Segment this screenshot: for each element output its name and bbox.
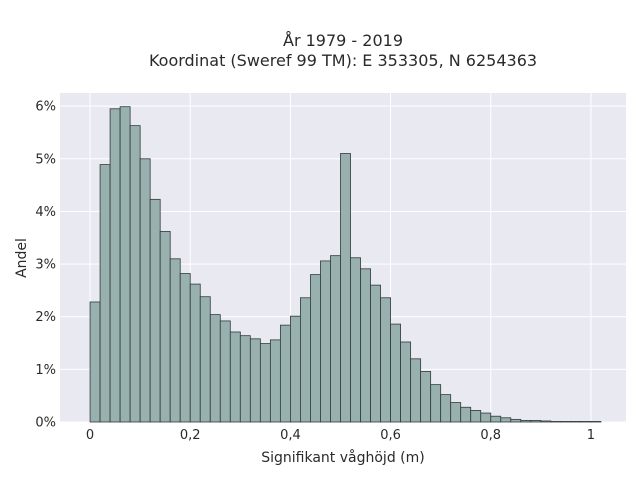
y-tick-label-6: 6%	[35, 100, 56, 115]
histogram-bar-47	[560, 421, 572, 423]
histogram-bar-1	[99, 164, 111, 423]
histogram-bar-30	[390, 323, 402, 423]
histogram-bar-34	[430, 384, 442, 423]
histogram-bar-4	[129, 125, 141, 423]
histogram-bar-28	[370, 284, 381, 423]
histogram-bar-18	[269, 339, 281, 423]
histogram-bar-41	[500, 417, 512, 423]
histogram-bar-6	[149, 198, 161, 423]
y-tick-label-4: 4%	[35, 205, 56, 220]
histogram-bar-21	[300, 297, 311, 423]
histogram-bar-19	[279, 324, 291, 423]
y-tick-label-5: 5%	[35, 152, 56, 167]
histogram-bar-44	[530, 420, 542, 423]
histogram-bar-35	[440, 394, 452, 423]
histogram-bar-26	[350, 257, 361, 423]
histogram-bar-33	[420, 371, 432, 423]
histogram-bar-0	[89, 301, 101, 423]
histogram-bar-13	[219, 320, 231, 423]
histogram-bar-31	[400, 341, 412, 423]
histogram-bar-8	[169, 258, 181, 423]
x-axis-label: Signifikant våghöjd (m)	[261, 449, 424, 466]
histogram-bar-15	[239, 335, 251, 423]
histogram-bar-46	[550, 421, 562, 423]
histogram-bar-29	[380, 297, 391, 423]
y-tick-label-1: 1%	[35, 363, 56, 378]
y-tick-label-0: 0%	[35, 416, 56, 431]
histogram-bar-40	[490, 415, 502, 423]
histogram-bar-39	[480, 412, 492, 423]
histogram-bar-38	[470, 410, 482, 423]
histogram-bar-9	[179, 273, 191, 423]
histogram-bar-25	[340, 153, 351, 423]
x-tick-label-0: 0	[86, 428, 94, 443]
histogram-bar-12	[209, 314, 221, 423]
x-tick-label-3: 0,6	[380, 428, 401, 443]
y-tick-label-3: 3%	[35, 258, 56, 273]
histogram-bar-10	[189, 283, 201, 423]
x-axis-ticks: 0 0,2 0,4 0,6 0,8 1	[86, 428, 595, 443]
histogram-bar-48	[570, 421, 582, 423]
histogram-bar-45	[540, 420, 552, 423]
x-tick-label-4: 0,8	[480, 428, 501, 443]
x-tick-label-5: 1	[587, 428, 595, 443]
histogram-bar-42	[510, 418, 522, 423]
histogram-bar-43	[520, 420, 532, 423]
histogram-bar-11	[199, 296, 211, 423]
histogram-bar-36	[450, 402, 462, 423]
histogram-bar-3	[119, 106, 131, 423]
histogram-bar-24	[330, 255, 341, 423]
histogram-bar-7	[159, 231, 171, 423]
chart-title-line1: År 1979 - 2019	[283, 31, 403, 50]
x-tick-label-2: 0,4	[280, 428, 301, 443]
histogram-bar-17	[259, 343, 271, 423]
y-tick-label-2: 2%	[35, 310, 56, 325]
histogram-bar-14	[229, 331, 241, 423]
chart-title-line2: Koordinat (Sweref 99 TM): E 353305, N 62…	[149, 51, 537, 70]
x-tick-label-1: 0,2	[180, 428, 201, 443]
bars-group	[89, 106, 602, 423]
histogram-bar-49	[580, 421, 592, 423]
histogram-bar-20	[290, 315, 301, 423]
histogram-bar-32	[410, 358, 422, 423]
y-axis-label: Andel	[14, 238, 30, 278]
histogram-bar-23	[320, 260, 331, 423]
histogram-bar-2	[109, 108, 121, 423]
y-axis-ticks: 0% 1% 2% 3% 4% 5% 6%	[35, 100, 56, 431]
histogram-bar-50	[590, 421, 602, 423]
histogram-bar-37	[460, 406, 472, 423]
histogram-bar-27	[360, 268, 371, 423]
histogram-bar-5	[139, 158, 151, 423]
histogram-bar-22	[310, 274, 321, 423]
histogram-bar-16	[249, 338, 261, 423]
